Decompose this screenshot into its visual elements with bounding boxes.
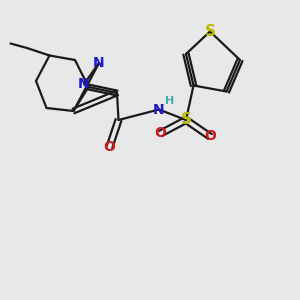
Text: O: O [103,140,116,154]
Text: O: O [154,127,166,140]
Text: N: N [153,103,165,116]
Text: O: O [204,130,216,143]
Text: N: N [78,77,90,91]
Text: S: S [181,112,191,128]
Text: N: N [93,56,105,70]
Text: S: S [205,24,215,39]
Text: H: H [165,96,174,106]
